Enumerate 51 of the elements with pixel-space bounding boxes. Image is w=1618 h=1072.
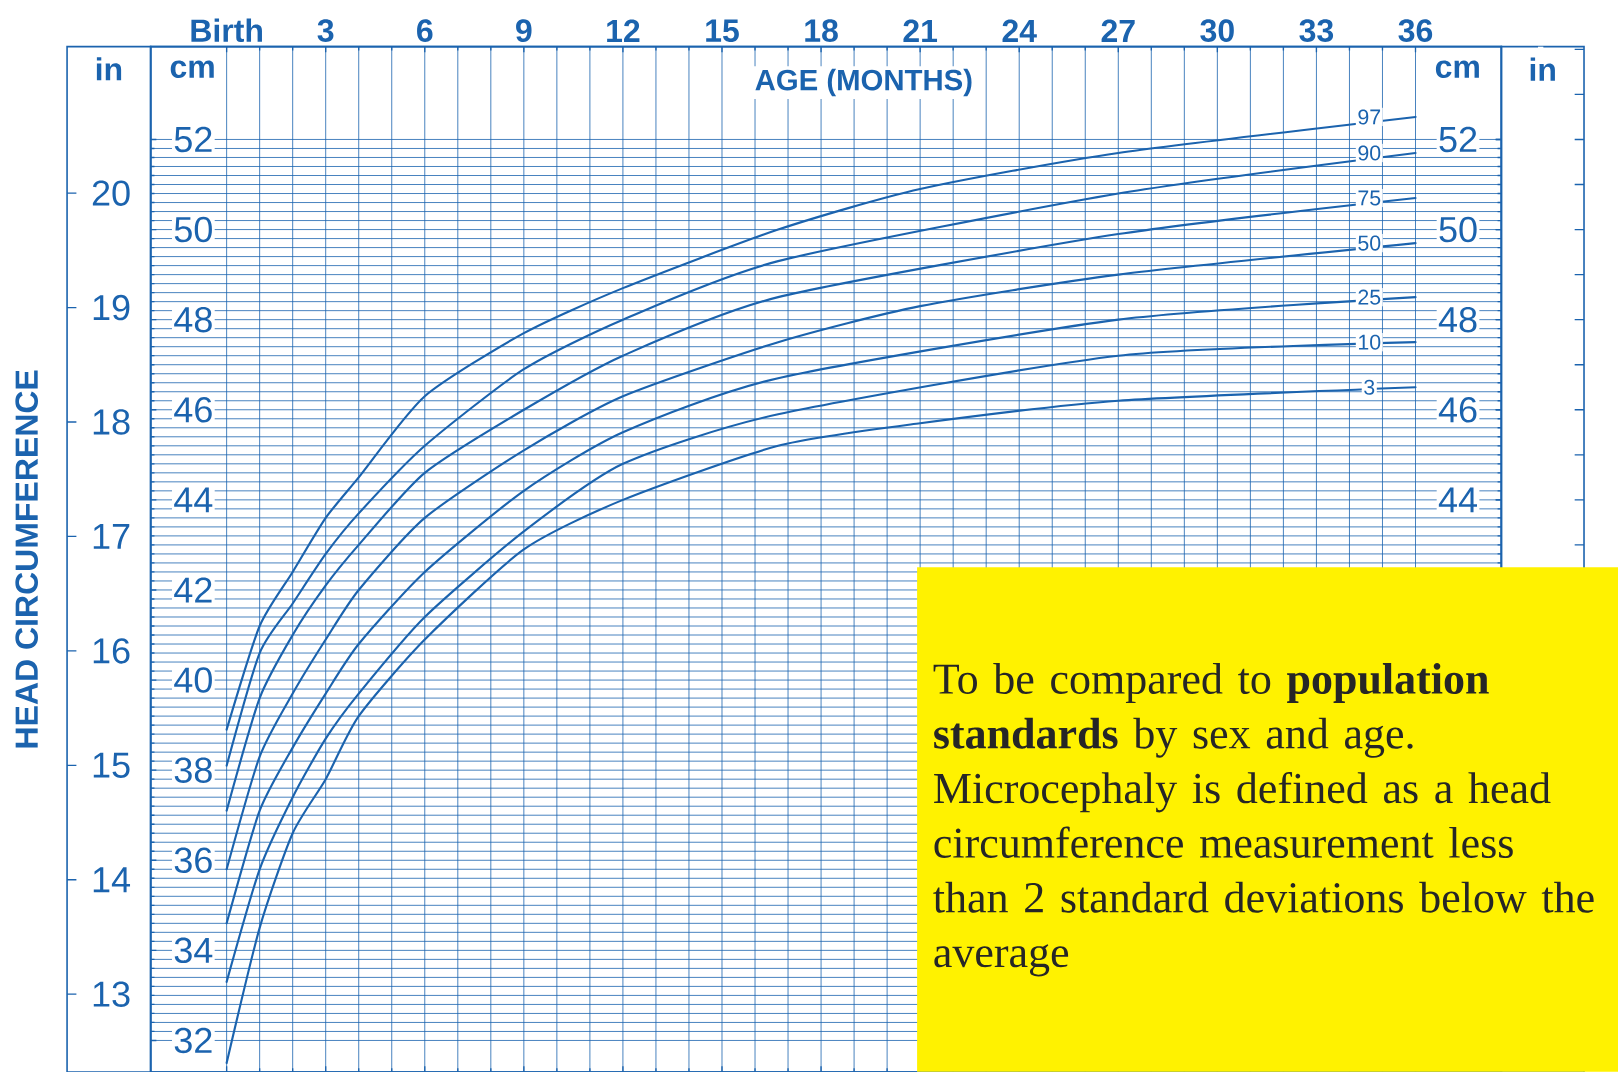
y-axis-title: HEAD CIRCUMFERENCE: [15, 370, 38, 748]
annotation: cm: [170, 60, 214, 78]
series-label: 50: [1358, 235, 1381, 251]
y3-tick-label: 19: [93, 294, 130, 321]
y3-tick-label: 20: [92, 180, 130, 206]
y-tick-label: 52: [174, 126, 212, 153]
x-tick-label: 27: [1101, 19, 1135, 42]
x-axis-title: AGE (MONTHS): [755, 68, 972, 97]
text: cm: [1435, 60, 1479, 78]
y-tick-label: 32: [174, 1027, 212, 1054]
text: in: [1530, 57, 1555, 81]
y3-tick-label: 15: [93, 752, 130, 778]
x-tick-label: 6: [417, 19, 433, 42]
text: To be compared to population standards by sex and age. Microcephaly is defined as a head circumference measurement less than 2 standard deviations below the average: [933, 663, 1594, 977]
x-tick-label: 30: [1200, 19, 1234, 42]
y2-tick-label: 44: [1438, 487, 1477, 513]
x-tick-label: 3: [317, 19, 334, 42]
series-label: 75: [1358, 190, 1381, 206]
y-tick-label: 46: [174, 397, 212, 423]
x-tick-label: 9: [516, 19, 532, 42]
y-tick-label: 36: [174, 847, 212, 874]
y-tick-label: 44: [174, 487, 213, 513]
x-tick-label: Birth: [191, 18, 262, 42]
series-label: 10: [1359, 334, 1381, 350]
y2-tick-label: 52: [1439, 126, 1477, 153]
x-tick-label: 18: [805, 19, 838, 42]
y3-tick-label: 13: [93, 981, 130, 1007]
x-tick-label: 12: [607, 19, 640, 42]
y3-tick-label: 17: [93, 524, 130, 549]
y2-tick-label: 48: [1438, 306, 1477, 333]
y-tick-label: 50: [174, 216, 212, 243]
series-label: 97: [1358, 109, 1381, 125]
y-tick-label: 48: [174, 306, 212, 333]
y3-tick-label: 18: [93, 409, 130, 435]
text: in: [96, 57, 122, 81]
series-label: 90: [1358, 145, 1381, 161]
x-tick-label: 21: [903, 19, 938, 42]
x-tick-label: 36: [1398, 19, 1433, 42]
y-tick-label: 38: [174, 757, 212, 783]
x-tick-label: 33: [1299, 19, 1334, 42]
y3-tick-label: 16: [93, 638, 130, 664]
y-tick-label: 42: [174, 577, 212, 603]
y-tick-label: 40: [174, 667, 212, 693]
y2-tick-label: 46: [1438, 397, 1477, 423]
y3-tick-label: 14: [93, 867, 131, 893]
series-label: 25: [1358, 289, 1381, 305]
y2-tick-label: 50: [1439, 216, 1477, 243]
series-label: 3: [1364, 379, 1375, 395]
x-tick-label: 15: [706, 19, 739, 42]
x-tick-label: 24: [1002, 19, 1037, 42]
y-tick-label: 34: [174, 937, 213, 964]
